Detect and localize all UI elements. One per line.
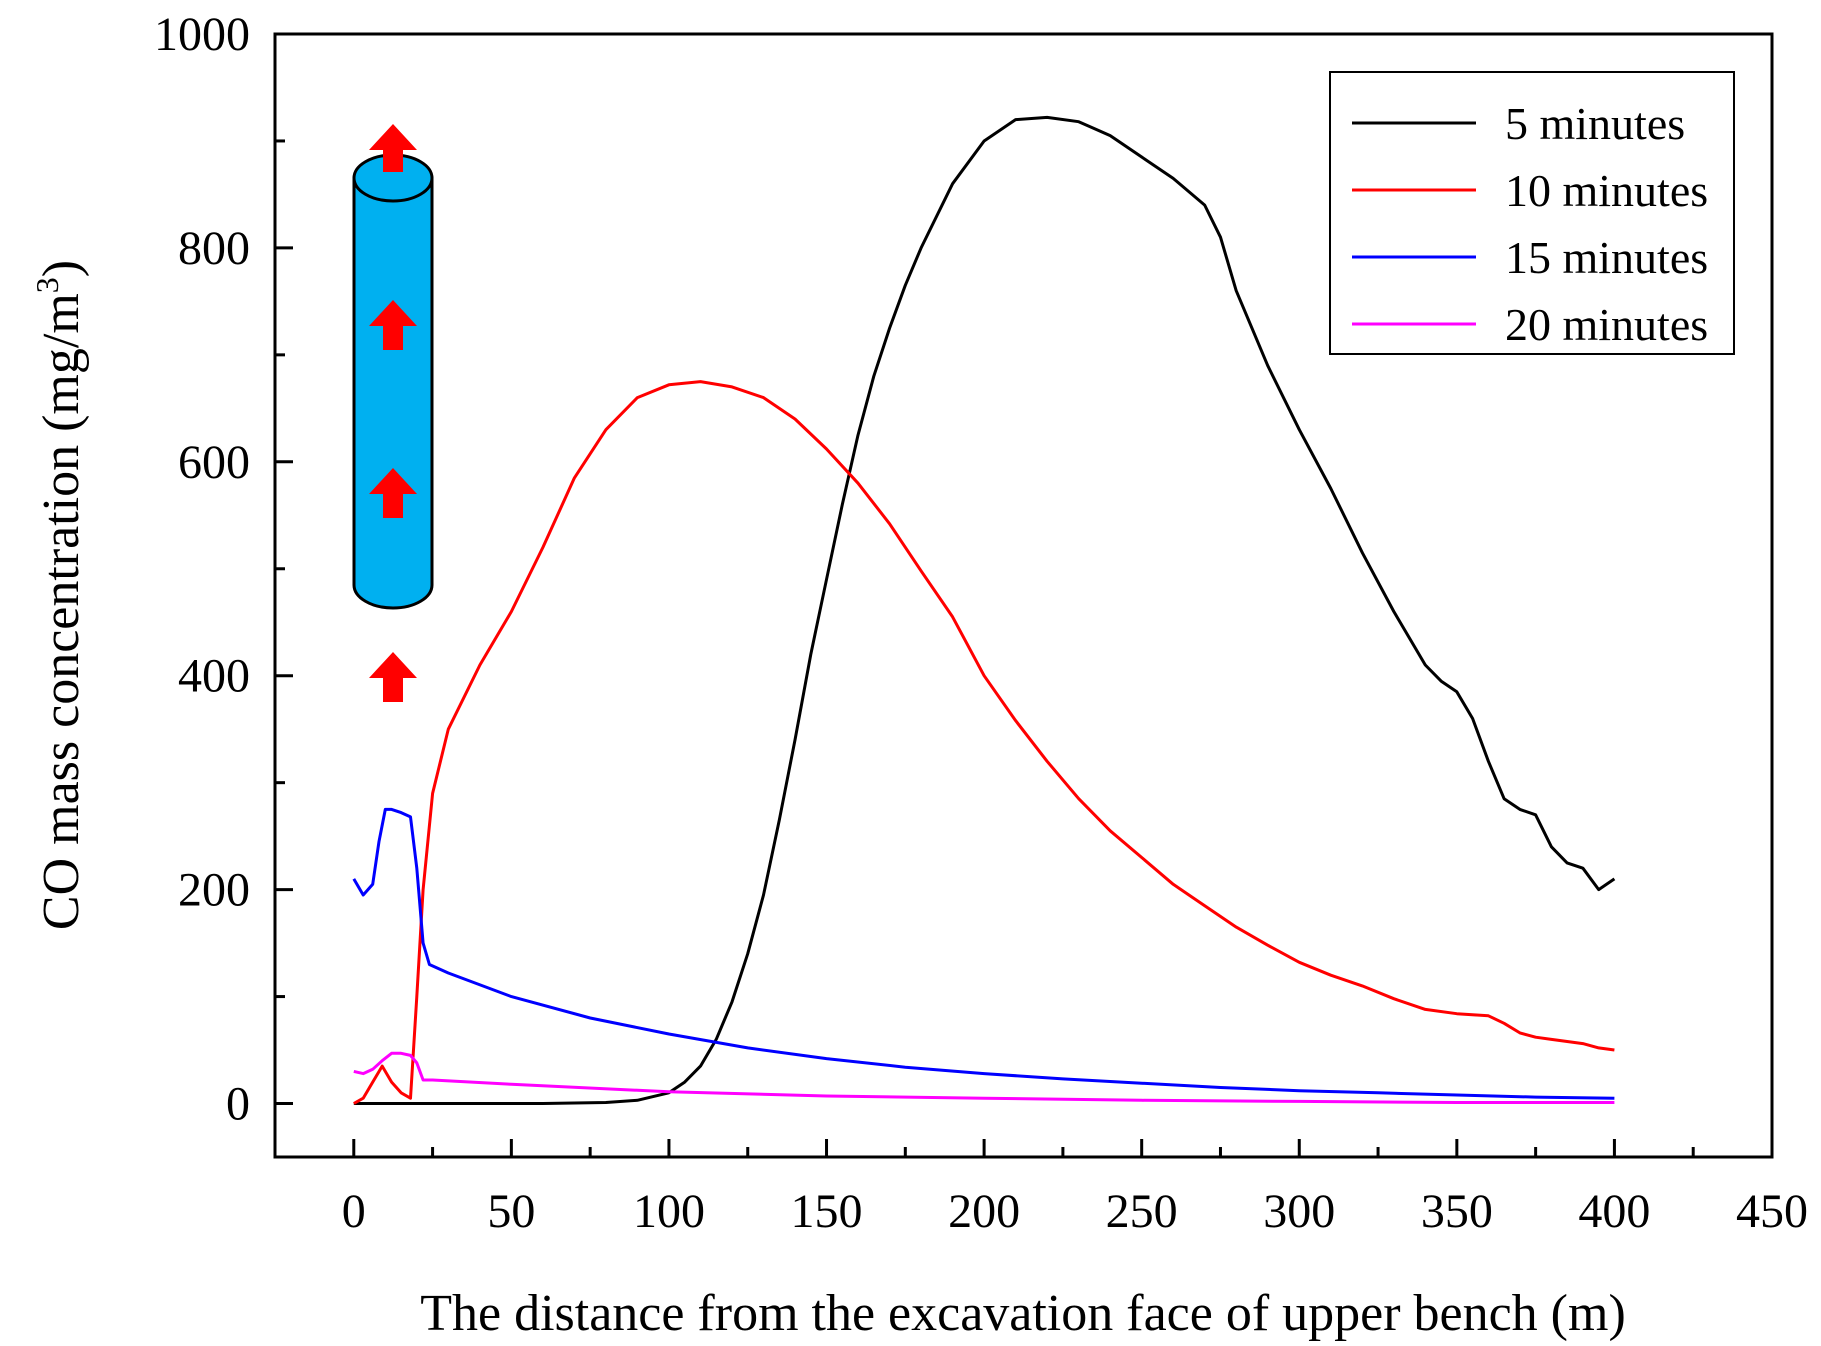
duct-body (352, 176, 434, 610)
y-tick-label: 600 (178, 436, 250, 489)
y-axis-title-close: ) (33, 260, 90, 277)
x-tick-label: 250 (1106, 1185, 1178, 1238)
x-tick-label: 50 (487, 1185, 535, 1238)
series-line-5-minutes (353, 115, 1616, 1105)
series-line-15-minutes (352, 807, 1615, 1100)
airflow-arrow-icon (369, 652, 417, 702)
y-tick-label: 0 (226, 1078, 250, 1131)
y-axis-title: CO mass concentration (mg/m3) (29, 260, 90, 930)
y-axis-title-main: CO mass concentration (mg/m (33, 293, 90, 930)
plot-area-frame (273, 32, 1774, 1159)
series-line-10-minutes (353, 380, 1615, 1105)
x-tick-label: 350 (1421, 1185, 1493, 1238)
x-tick-label: 300 (1263, 1185, 1335, 1238)
legend-box (1329, 71, 1735, 355)
series-lines (352, 115, 1616, 1105)
axis-tick-labels: 0 50 100 150 200 250 300 350 400 450 0 200 400 600 800… (154, 8, 1808, 1238)
x-tick-label: 150 (791, 1185, 863, 1238)
legend: 5 minutes 10 minutes 15 minutes 20 minutes (1329, 71, 1735, 355)
y-tick-label: 1000 (154, 8, 250, 61)
legend-label-5-minutes: 5 minutes (1505, 98, 1685, 149)
axis-ticks (275, 32, 1774, 1157)
x-tick-label: 100 (633, 1185, 705, 1238)
x-tick-label: 400 (1578, 1185, 1650, 1238)
x-tick-label: 200 (948, 1185, 1020, 1238)
series-line-20-minutes (353, 1051, 1615, 1104)
y-tick-label: 800 (178, 222, 250, 275)
legend-label-15-minutes: 15 minutes (1505, 232, 1708, 283)
y-axis-title-superscript: 3 (29, 277, 65, 293)
legend-label-10-minutes: 10 minutes (1505, 165, 1708, 216)
y-tick-label: 400 (178, 650, 250, 703)
x-tick-label: 450 (1736, 1185, 1808, 1238)
ventilation-duct-illustration (352, 124, 434, 702)
y-tick-label: 200 (178, 864, 250, 917)
airflow-arrow-icon (369, 124, 417, 172)
x-axis-title: The distance from the excavation face of… (420, 1285, 1626, 1342)
legend-label-20-minutes: 20 minutes (1505, 299, 1708, 350)
airflow-arrow-icon (369, 468, 417, 518)
airflow-arrow-icon (369, 300, 417, 350)
x-tick-label: 0 (342, 1185, 366, 1238)
